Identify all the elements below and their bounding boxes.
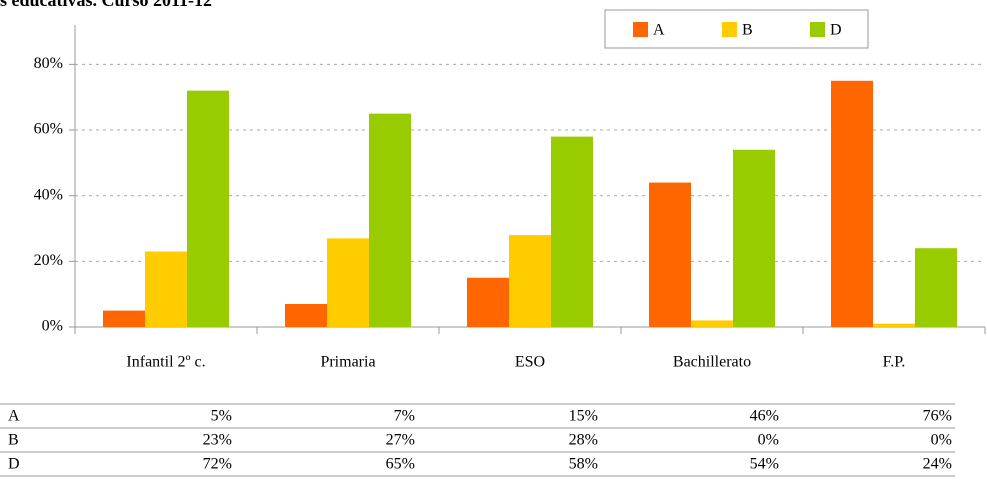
table-cell: 5%: [211, 408, 232, 425]
legend-swatch: [722, 22, 737, 37]
table-row-label: B: [8, 432, 19, 449]
table-cell: 7%: [394, 408, 415, 425]
table-cell: 15%: [569, 408, 598, 425]
table-cell: 27%: [386, 432, 415, 449]
y-tick-label: 20%: [34, 252, 63, 269]
table-cell: 65%: [386, 456, 415, 473]
bar: [187, 90, 229, 327]
bar: [103, 310, 145, 327]
legend-label: B: [742, 22, 753, 39]
bar: [873, 323, 915, 327]
chart-title: s educativas. Curso 2011-12: [0, 0, 212, 10]
x-tick-label: Infantil 2º c.: [126, 354, 205, 371]
table-cell: 23%: [203, 432, 232, 449]
bar: [285, 304, 327, 327]
legend-label: A: [653, 22, 665, 39]
bar: [649, 182, 691, 327]
bar: [733, 149, 775, 327]
y-tick-label: 60%: [34, 121, 63, 138]
bar: [145, 251, 187, 327]
y-tick-label: 0%: [42, 318, 63, 335]
table-cell: 46%: [750, 408, 779, 425]
table-cell: 24%: [923, 456, 952, 473]
table-cell: 76%: [923, 408, 952, 425]
y-tick-label: 40%: [34, 186, 63, 203]
bar: [691, 320, 733, 327]
table-cell: 58%: [569, 456, 598, 473]
bar: [551, 136, 593, 327]
table-cell: 0%: [758, 432, 779, 449]
table-cell: 28%: [569, 432, 598, 449]
x-tick-label: Primaria: [320, 354, 375, 371]
legend-label: D: [830, 22, 842, 39]
legend-swatch: [810, 22, 825, 37]
bar: [831, 80, 873, 327]
y-tick-label: 80%: [34, 55, 63, 72]
table-cell: 54%: [750, 456, 779, 473]
x-tick-label: ESO: [515, 354, 545, 371]
bar: [327, 238, 369, 327]
table-row-label: D: [8, 456, 20, 473]
bar: [915, 248, 957, 327]
legend-swatch: [633, 22, 648, 37]
table-cell: 0%: [931, 432, 952, 449]
x-tick-label: Bachillerato: [673, 354, 751, 371]
table-row-label: A: [8, 408, 20, 425]
bar: [369, 113, 411, 327]
x-tick-label: F.P.: [883, 354, 906, 371]
bar: [509, 235, 551, 327]
table-cell: 72%: [203, 456, 232, 473]
bar: [467, 277, 509, 327]
